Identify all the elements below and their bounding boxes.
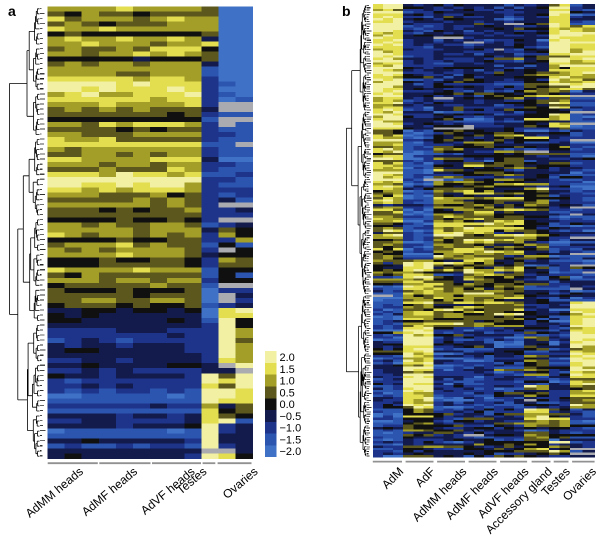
svg-text:a: a bbox=[8, 3, 16, 19]
svg-text:−1.5: −1.5 bbox=[280, 434, 302, 446]
svg-text:0.0: 0.0 bbox=[280, 399, 295, 411]
svg-text:−1.0: −1.0 bbox=[280, 423, 302, 435]
svg-text:1.0: 1.0 bbox=[280, 376, 295, 388]
svg-text:b: b bbox=[342, 3, 351, 19]
svg-text:−0.5: −0.5 bbox=[280, 411, 302, 423]
svg-text:−2.0: −2.0 bbox=[280, 446, 302, 458]
svg-text:1.5: 1.5 bbox=[280, 364, 295, 376]
svg-text:0.5: 0.5 bbox=[280, 387, 295, 399]
svg-text:2.0: 2.0 bbox=[280, 352, 295, 364]
